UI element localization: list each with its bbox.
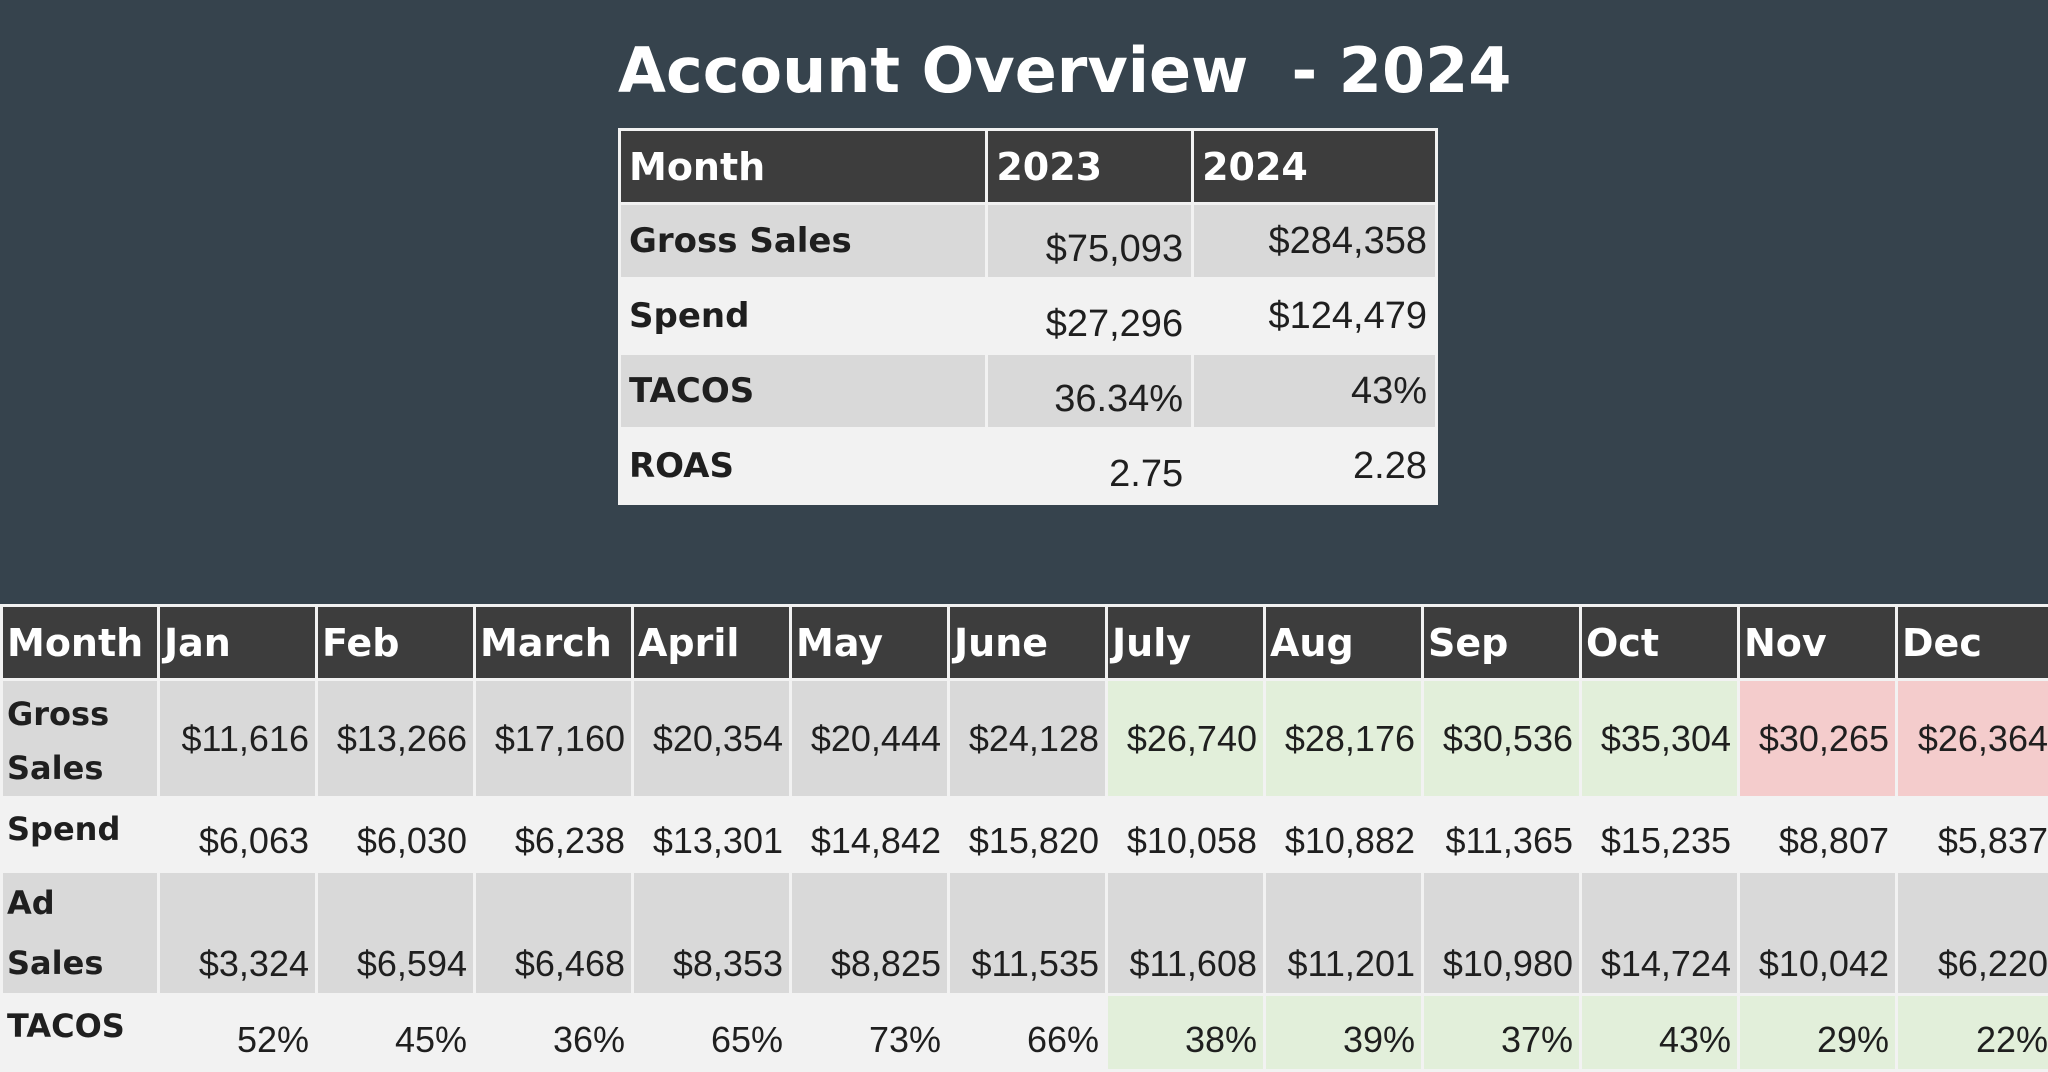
value-cell: $10,980 — [1423, 872, 1581, 995]
value-cell: $20,354 — [633, 680, 791, 798]
row-label: TACOS — [2, 995, 159, 1071]
value-cell: $11,201 — [1265, 872, 1423, 995]
monthly-header-dec: Dec — [1897, 606, 2048, 680]
summary-row-roas: ROAS 2.75 2.28 — [620, 429, 1437, 504]
value-cell: $27,296 — [987, 279, 1193, 354]
monthly-row-spend: Spend $6,063 $6,030 $6,238 $13,301 $14,8… — [2, 798, 2048, 872]
value-cell: $15,235 — [1581, 798, 1739, 872]
value-cell: 73% — [791, 995, 949, 1071]
summary-header-month: Month — [620, 130, 987, 204]
monthly-header-nov: Nov — [1739, 606, 1897, 680]
value-cell: 66% — [949, 995, 1107, 1071]
value-cell: $10,058 — [1107, 798, 1265, 872]
value-cell: 39% — [1265, 995, 1423, 1071]
value-cell: $10,042 — [1739, 872, 1897, 995]
monthly-header-may: May — [791, 606, 949, 680]
value-cell: $10,882 — [1265, 798, 1423, 872]
row-label: Spend — [620, 279, 987, 354]
monthly-header-feb: Feb — [317, 606, 475, 680]
value-cell: $14,842 — [791, 798, 949, 872]
monthly-header-march: March — [475, 606, 633, 680]
value-cell: $11,616 — [159, 680, 317, 798]
value-cell: $35,304 — [1581, 680, 1739, 798]
value-cell: 38% — [1107, 995, 1265, 1071]
value-cell: 45% — [317, 995, 475, 1071]
value-cell: $11,608 — [1107, 872, 1265, 995]
monthly-header-april: April — [633, 606, 791, 680]
value-cell: $11,535 — [949, 872, 1107, 995]
value-cell: $3,324 — [159, 872, 317, 995]
value-cell: 43% — [1193, 354, 1437, 429]
value-cell: $5,837 — [1897, 798, 2048, 872]
monthly-header-july: July — [1107, 606, 1265, 680]
value-cell: 65% — [633, 995, 791, 1071]
value-cell: $13,266 — [317, 680, 475, 798]
value-cell: 2.28 — [1193, 429, 1437, 504]
value-cell: $15,820 — [949, 798, 1107, 872]
value-cell: $6,220 — [1897, 872, 2048, 995]
value-cell: 43% — [1581, 995, 1739, 1071]
row-label: Gross Sales — [620, 204, 987, 279]
value-cell: 36.34% — [987, 354, 1193, 429]
row-label: ROAS — [620, 429, 987, 504]
summary-row-gross-sales: Gross Sales $75,093 $284,358 — [620, 204, 1437, 279]
value-cell: $284,358 — [1193, 204, 1437, 279]
value-cell: 2.75 — [987, 429, 1193, 504]
row-label: Spend — [2, 798, 159, 872]
value-cell: 22% — [1897, 995, 2048, 1071]
summary-header-2023: 2023 — [987, 130, 1193, 204]
monthly-header-jan: Jan — [159, 606, 317, 680]
row-label: TACOS — [620, 354, 987, 429]
monthly-header-sep: Sep — [1423, 606, 1581, 680]
monthly-table: Month Jan Feb March April May June July … — [0, 604, 2048, 1072]
monthly-row-tacos: TACOS 52% 45% 36% 65% 73% 66% 38% 39% 37… — [2, 995, 2048, 1071]
value-cell: $6,030 — [317, 798, 475, 872]
page-title: Account Overview - 2024 — [618, 30, 1438, 112]
value-cell: $17,160 — [475, 680, 633, 798]
value-cell: 36% — [475, 995, 633, 1071]
value-cell: $124,479 — [1193, 279, 1437, 354]
summary-row-spend: Spend $27,296 $124,479 — [620, 279, 1437, 354]
value-cell: 52% — [159, 995, 317, 1071]
value-cell: $28,176 — [1265, 680, 1423, 798]
summary-table: Month 2023 2024 Gross Sales $75,093 $284… — [618, 128, 1438, 505]
monthly-row-gross-sales: Gross Sales $11,616 $13,266 $17,160 $20,… — [2, 680, 2048, 798]
value-cell: $26,740 — [1107, 680, 1265, 798]
value-cell: $20,444 — [791, 680, 949, 798]
monthly-header-aug: Aug — [1265, 606, 1423, 680]
value-cell: $8,825 — [791, 872, 949, 995]
row-label: Gross Sales — [2, 680, 159, 798]
value-cell: $30,265 — [1739, 680, 1897, 798]
summary-row-tacos: TACOS 36.34% 43% — [620, 354, 1437, 429]
summary-header-2024: 2024 — [1193, 130, 1437, 204]
value-cell: $26,364 — [1897, 680, 2048, 798]
value-cell: $11,365 — [1423, 798, 1581, 872]
value-cell: $14,724 — [1581, 872, 1739, 995]
value-cell: $6,468 — [475, 872, 633, 995]
summary-header-row: Month 2023 2024 — [620, 130, 1437, 204]
monthly-header-oct: Oct — [1581, 606, 1739, 680]
value-cell: $24,128 — [949, 680, 1107, 798]
value-cell: 37% — [1423, 995, 1581, 1071]
value-cell: $6,238 — [475, 798, 633, 872]
value-cell: $8,807 — [1739, 798, 1897, 872]
value-cell: $8,353 — [633, 872, 791, 995]
row-label: Ad Sales — [2, 872, 159, 995]
value-cell: $6,594 — [317, 872, 475, 995]
monthly-header-june: June — [949, 606, 1107, 680]
monthly-row-ad-sales: Ad Sales $3,324 $6,594 $6,468 $8,353 $8,… — [2, 872, 2048, 995]
value-cell: $30,536 — [1423, 680, 1581, 798]
monthly-header-row: Month Jan Feb March April May June July … — [2, 606, 2048, 680]
value-cell: $13,301 — [633, 798, 791, 872]
monthly-header-month: Month — [2, 606, 159, 680]
value-cell: $6,063 — [159, 798, 317, 872]
value-cell: 29% — [1739, 995, 1897, 1071]
value-cell: $75,093 — [987, 204, 1193, 279]
